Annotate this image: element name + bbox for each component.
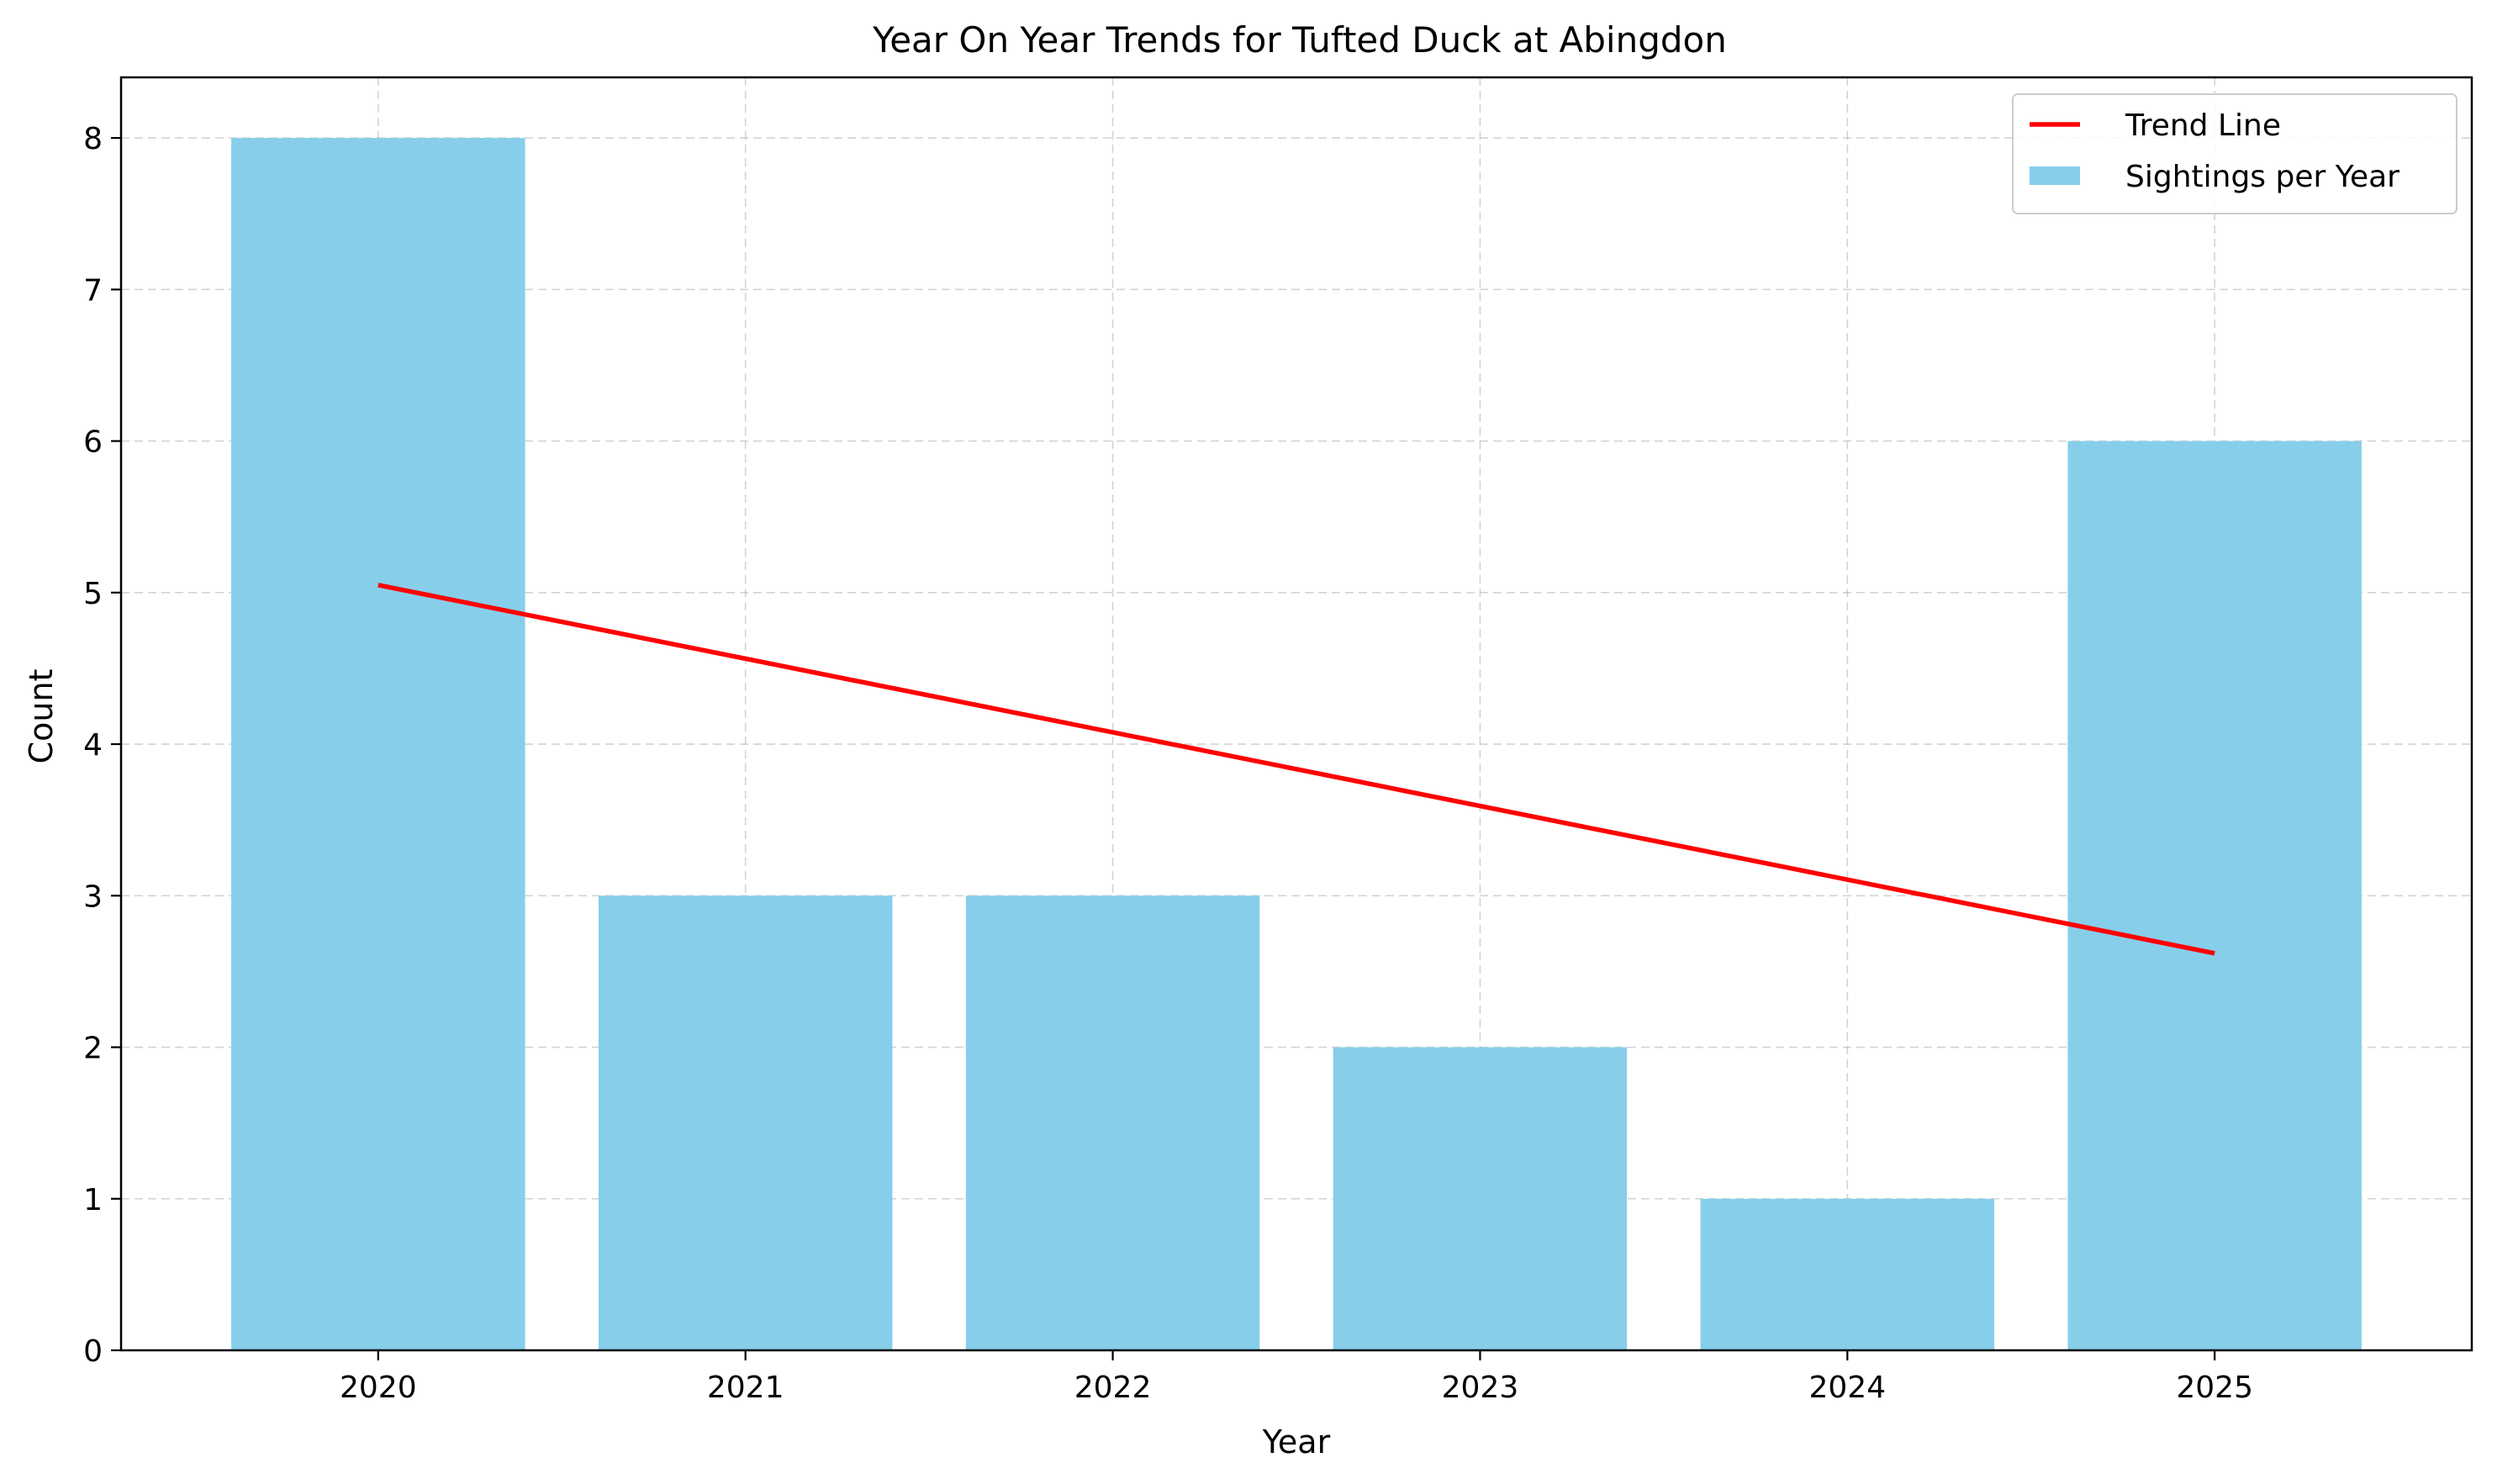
x-tick-label: 2022: [1074, 1370, 1152, 1405]
y-tick-label: 4: [83, 728, 103, 763]
bar-2024: [1700, 1198, 1995, 1350]
legend: Trend Line Sightings per Year: [2012, 93, 2457, 214]
legend-swatch-sightings: [2030, 166, 2080, 185]
trend-line: [377, 583, 2215, 956]
bar-2022: [965, 895, 1260, 1350]
y-tick-label: 8: [83, 122, 103, 156]
x-tick-label: 2025: [2176, 1370, 2253, 1405]
bars: [231, 138, 2362, 1351]
y-tick-label: 7: [83, 273, 103, 308]
y-tick-label: 0: [83, 1334, 103, 1369]
y-tick-label: 5: [83, 577, 103, 611]
x-axis: 2020 2021 2022 2023 2024 2025: [340, 1350, 2253, 1405]
x-tick-label: 2020: [340, 1370, 417, 1405]
y-tick-label: 3: [83, 879, 103, 914]
bar-2021: [598, 895, 893, 1350]
bar-2025: [2067, 441, 2362, 1350]
x-axis-label: Year: [1262, 1423, 1331, 1460]
legend-box: [2012, 93, 2457, 214]
legend-label-sightings: Sightings per Year: [2125, 160, 2399, 194]
y-axis-label: Count: [23, 669, 60, 764]
x-tick-label: 2023: [1442, 1370, 1519, 1405]
chart-title: Year On Year Trends for Tufted Duck at A…: [872, 19, 1727, 61]
trend-line-group: [377, 583, 2215, 956]
y-tick-label: 2: [83, 1032, 103, 1066]
bar-2023: [1333, 1047, 1628, 1350]
y-tick-label: 6: [83, 425, 103, 460]
bar-2020: [231, 138, 525, 1351]
plot-frame: [119, 76, 2473, 1352]
legend-label-trend-line: Trend Line: [2125, 108, 2281, 143]
x-tick-label: 2024: [1809, 1370, 1887, 1405]
x-tick-label: 2021: [707, 1370, 784, 1405]
y-axis: 0 1 2 3 4 5 6 7 8: [83, 122, 121, 1369]
y-tick-label: 1: [83, 1183, 103, 1217]
